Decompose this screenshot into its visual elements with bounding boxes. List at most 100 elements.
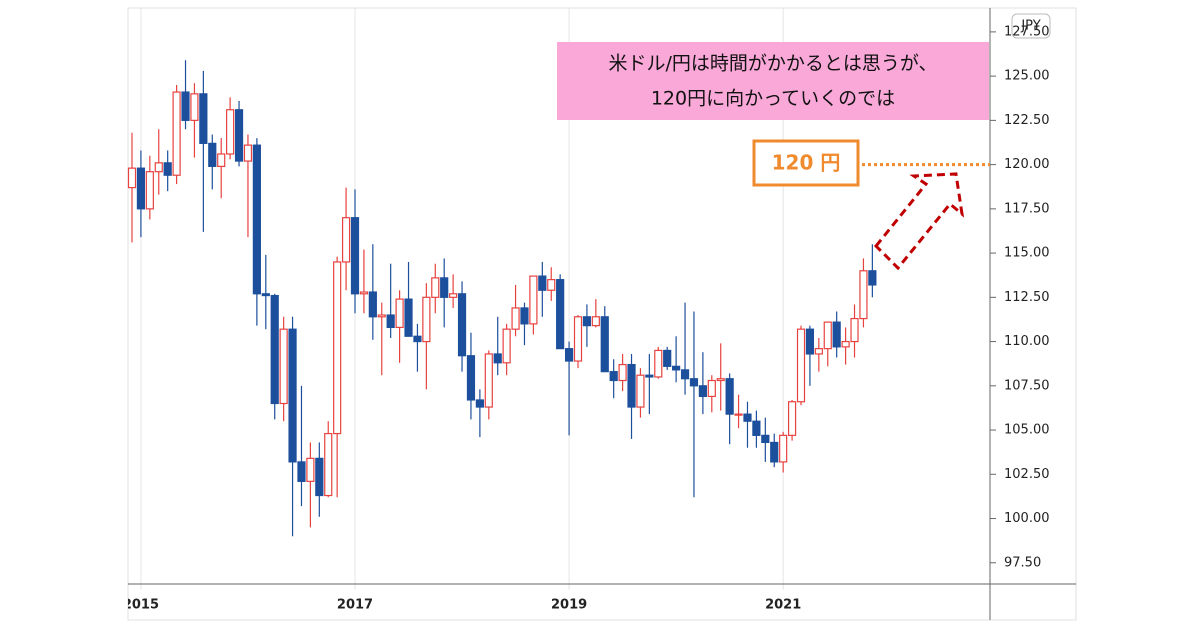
candle-body <box>502 328 511 364</box>
y-tick-label: 105.00 <box>1004 423 1050 438</box>
x-tick-label: 2019 <box>551 598 587 613</box>
candle-body <box>475 399 484 408</box>
y-tick-label: 102.50 <box>1004 467 1050 482</box>
candle-body <box>725 378 734 415</box>
y-tick-label: 127.50 <box>1004 24 1050 39</box>
y-tick-label: 125.00 <box>1004 69 1050 84</box>
candle-body <box>529 275 538 325</box>
candle-body <box>796 328 806 403</box>
y-tick-label: 107.50 <box>1004 378 1050 393</box>
candle-body <box>199 93 208 144</box>
x-tick-label: 2017 <box>337 598 373 613</box>
candle-body <box>805 328 815 355</box>
candle-body <box>707 379 716 398</box>
candle-body <box>511 307 520 330</box>
candle-body <box>698 385 707 398</box>
comment-box <box>557 42 989 120</box>
candle-body <box>163 162 172 176</box>
candle-body <box>600 316 609 373</box>
candle-body <box>404 298 413 337</box>
candle-body <box>645 374 654 378</box>
candle-body <box>859 270 868 320</box>
candle-body <box>770 441 779 463</box>
candle-body <box>252 144 261 295</box>
candle-body <box>689 378 699 387</box>
candle-body <box>368 291 377 318</box>
candle-body <box>315 457 324 497</box>
x-tick-label: 2015 <box>123 598 159 613</box>
candle-body <box>226 109 235 155</box>
candle-body <box>413 335 422 343</box>
candle-body <box>279 328 288 405</box>
candle-body <box>743 413 752 422</box>
candle-body <box>181 91 190 121</box>
candle-body <box>422 296 431 343</box>
candle-body <box>752 420 761 436</box>
candle-body <box>449 293 458 298</box>
candle-body <box>493 353 502 364</box>
candle-body <box>217 153 226 167</box>
candle-body <box>359 291 369 295</box>
candle-body <box>190 93 199 121</box>
candle-body <box>457 293 467 357</box>
y-tick-label: 110.00 <box>1004 334 1050 349</box>
candle-body <box>172 91 181 176</box>
candle-body <box>734 413 743 416</box>
candle-body <box>556 279 565 350</box>
candle-body <box>672 365 681 371</box>
candle-body <box>814 348 823 355</box>
candle-body <box>779 434 788 463</box>
candle-body <box>627 363 636 408</box>
candle-body <box>324 432 333 497</box>
candle-body <box>868 270 877 286</box>
candle-body <box>270 294 279 405</box>
candle-body <box>609 371 618 382</box>
candle-body <box>591 316 600 327</box>
target-label: 120 円 <box>772 151 841 175</box>
candle-body <box>823 321 832 350</box>
candle-body <box>680 369 690 380</box>
currency-badge <box>1011 13 1051 39</box>
candle-body <box>538 275 547 291</box>
x-tick-label: 2021 <box>765 598 801 613</box>
y-tick-label: 122.50 <box>1004 113 1050 128</box>
candle-body <box>431 277 440 298</box>
candle-body <box>654 349 663 378</box>
candle-body <box>466 355 476 401</box>
candle-body <box>832 321 841 348</box>
y-tick-label: 97.50 <box>1004 555 1041 570</box>
candle-body <box>850 317 859 343</box>
y-tick-label: 112.50 <box>1004 290 1050 305</box>
candle-body <box>261 293 270 297</box>
candle-body <box>564 348 574 362</box>
comment-line: 米ドル/円は時間がかかるとは思うが、 <box>608 53 937 75</box>
candle-body <box>520 307 529 325</box>
arrow <box>873 172 965 271</box>
candle-body <box>350 217 360 295</box>
candle-body <box>306 457 315 482</box>
candle-body <box>288 328 297 463</box>
candle-body <box>573 316 583 362</box>
candle-body <box>341 217 351 263</box>
candle-body <box>243 144 253 162</box>
y-tick-label: 115.00 <box>1004 246 1050 261</box>
candle-body <box>395 298 404 329</box>
candle-body <box>841 340 850 348</box>
candle-body <box>663 349 672 367</box>
candle-body <box>377 314 386 318</box>
candle-body <box>154 162 163 173</box>
candle-body <box>333 261 342 435</box>
candles <box>127 60 877 537</box>
candle-body <box>234 109 244 162</box>
candle-body <box>636 374 645 408</box>
tick-labels: 2015 2017 2019 2021 <box>123 598 801 613</box>
candle-body <box>618 363 627 382</box>
candle-body <box>297 461 306 482</box>
candle-body <box>127 167 137 189</box>
y-tick-label: 117.50 <box>1004 201 1050 216</box>
candle-body <box>547 279 556 291</box>
candle-body <box>484 353 493 408</box>
candle-body <box>208 142 217 167</box>
candle-body <box>761 434 770 444</box>
